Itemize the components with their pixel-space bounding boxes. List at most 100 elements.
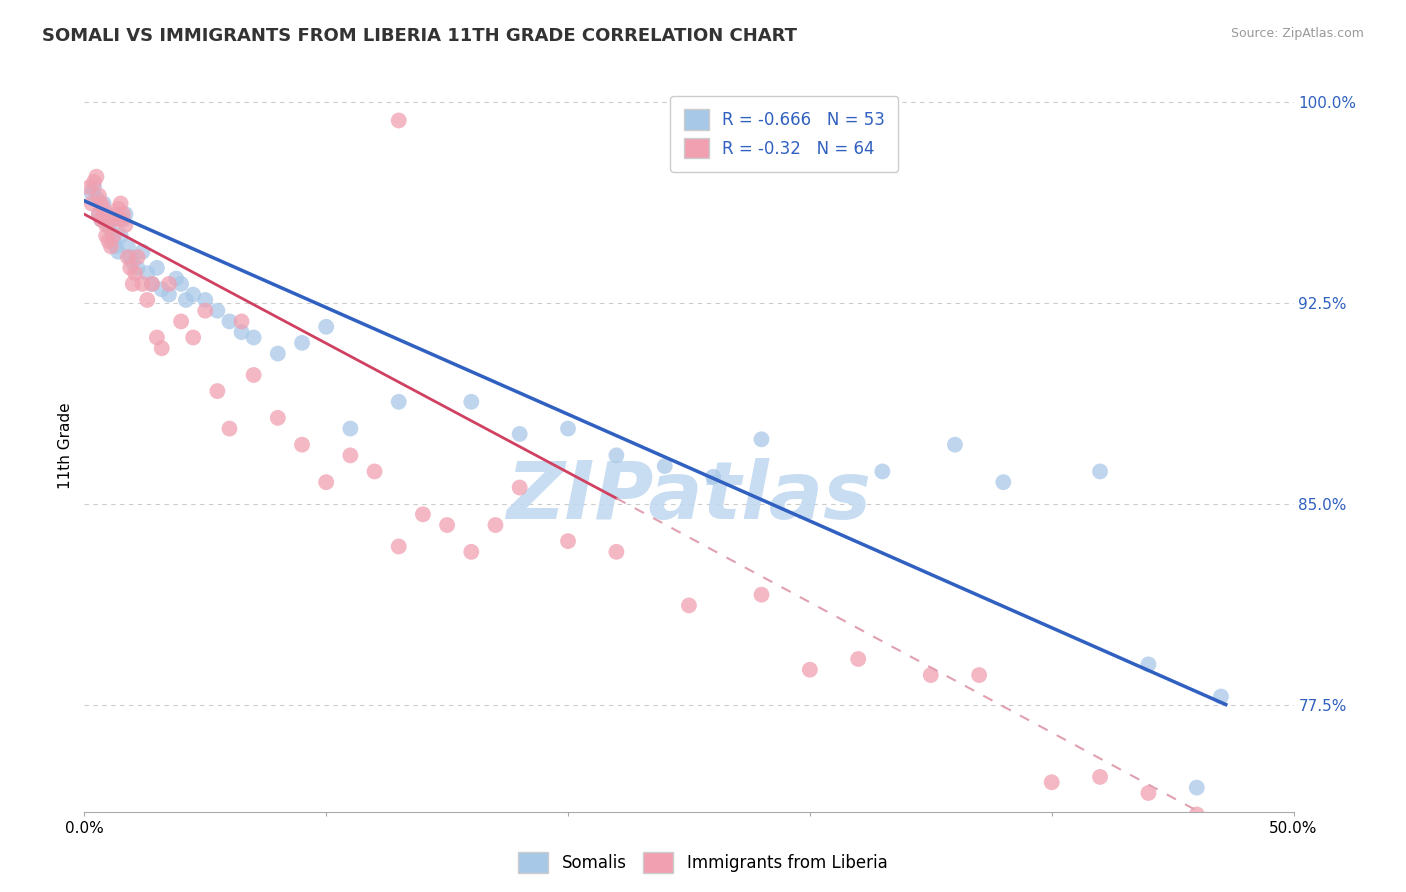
Point: [93, 202, 115, 216]
Point: [1040, 775, 1063, 789]
Point: [315, 475, 337, 490]
Point: [100, 239, 122, 253]
Point: [170, 277, 193, 291]
Point: [267, 346, 290, 360]
Point: [967, 668, 990, 682]
Point: [112, 207, 135, 221]
Point: [218, 421, 240, 435]
Point: [484, 518, 506, 533]
Point: [107, 202, 129, 216]
Point: [141, 277, 163, 291]
Point: [110, 228, 132, 243]
Point: [1088, 770, 1111, 784]
Point: [242, 368, 264, 382]
Point: [110, 196, 132, 211]
Point: [121, 255, 143, 269]
Point: [141, 277, 163, 291]
Point: [1234, 834, 1257, 848]
Point: [146, 260, 169, 275]
Point: [90, 212, 112, 227]
Point: [120, 250, 142, 264]
Point: [83, 180, 105, 194]
Point: [165, 271, 187, 285]
Point: [1185, 807, 1208, 822]
Point: [267, 410, 290, 425]
Point: [1088, 465, 1111, 479]
Point: [702, 470, 724, 484]
Point: [120, 260, 142, 275]
Point: [231, 314, 253, 328]
Point: [605, 545, 627, 559]
Point: [103, 212, 125, 227]
Point: [557, 421, 579, 435]
Point: [436, 518, 458, 533]
Point: [90, 196, 112, 211]
Legend: Somalis, Immigrants from Liberia: Somalis, Immigrants from Liberia: [512, 846, 894, 880]
Point: [97, 234, 120, 248]
Point: [94, 207, 117, 221]
Point: [77, 180, 100, 194]
Point: [87, 188, 110, 202]
Point: [174, 293, 197, 307]
Point: [460, 394, 482, 409]
Point: [112, 212, 135, 227]
Point: [242, 330, 264, 344]
Point: [231, 325, 253, 339]
Point: [194, 293, 217, 307]
Point: [291, 437, 314, 451]
Point: [181, 287, 204, 301]
Point: [117, 250, 139, 264]
Point: [654, 459, 676, 474]
Point: [1209, 690, 1232, 704]
Point: [150, 341, 173, 355]
Point: [846, 652, 869, 666]
Point: [136, 293, 159, 307]
Point: [107, 244, 129, 259]
Point: [94, 228, 117, 243]
Point: [993, 475, 1015, 490]
Point: [131, 277, 153, 291]
Point: [1185, 780, 1208, 795]
Point: [799, 663, 821, 677]
Point: [315, 319, 337, 334]
Point: [920, 668, 942, 682]
Point: [103, 228, 125, 243]
Point: [90, 212, 112, 227]
Point: [157, 277, 180, 291]
Point: [93, 196, 115, 211]
Point: [104, 207, 127, 221]
Point: [100, 223, 122, 237]
Point: [124, 266, 146, 280]
Point: [127, 260, 149, 275]
Point: [114, 218, 136, 232]
Point: [751, 432, 773, 446]
Text: ZIPatlas: ZIPatlas: [506, 458, 872, 536]
Point: [94, 218, 117, 232]
Point: [207, 303, 229, 318]
Point: [291, 335, 314, 350]
Point: [1137, 786, 1160, 800]
Point: [117, 239, 139, 253]
Point: [87, 207, 110, 221]
Legend: R = -0.666   N = 53, R = -0.32   N = 64: R = -0.666 N = 53, R = -0.32 N = 64: [671, 96, 898, 171]
Point: [80, 186, 103, 200]
Point: [509, 426, 531, 441]
Point: [751, 588, 773, 602]
Point: [136, 266, 159, 280]
Point: [103, 234, 125, 248]
Point: [181, 330, 204, 344]
Point: [86, 169, 108, 184]
Point: [509, 481, 531, 495]
Point: [1137, 657, 1160, 672]
Point: [97, 218, 120, 232]
Point: [150, 282, 173, 296]
Point: [194, 303, 217, 318]
Point: [170, 314, 193, 328]
Point: [339, 449, 361, 463]
Point: [110, 212, 132, 227]
Point: [605, 449, 627, 463]
Point: [146, 330, 169, 344]
Point: [104, 239, 127, 253]
Point: [127, 250, 149, 264]
Text: Source: ZipAtlas.com: Source: ZipAtlas.com: [1230, 27, 1364, 40]
